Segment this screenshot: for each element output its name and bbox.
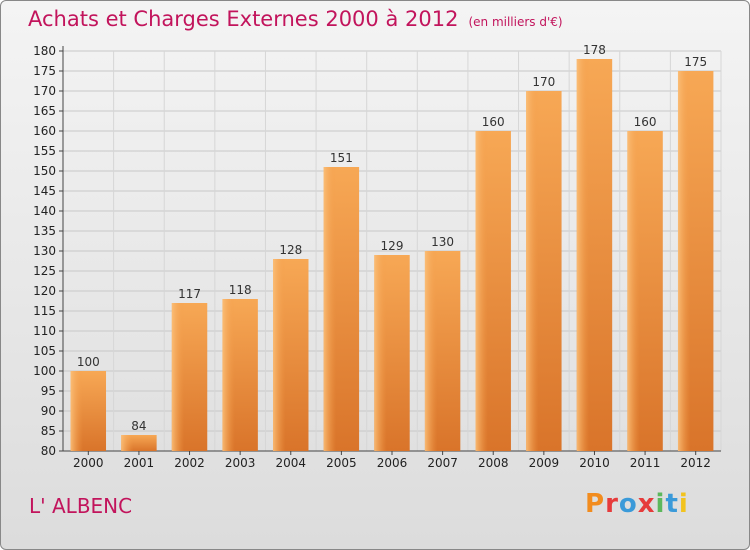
bar-highlight (475, 131, 488, 451)
y-tick-label: 140 (33, 204, 56, 218)
data-label-2002: 117 (178, 287, 201, 301)
data-label-2008: 160 (482, 115, 505, 129)
y-tick-label: 175 (33, 64, 56, 78)
data-label-2010: 178 (583, 43, 606, 57)
y-tick-label: 145 (33, 184, 56, 198)
y-tick-label: 160 (33, 124, 56, 138)
bar-highlight (171, 303, 185, 451)
bar-highlight (70, 371, 83, 451)
x-tick-label: 2002 (174, 456, 205, 470)
x-tick-label: 2008 (478, 456, 509, 470)
x-tick-label: 2001 (124, 456, 155, 470)
x-tick-label: 2011 (630, 456, 661, 470)
bars (70, 59, 714, 451)
logo-letter: o (618, 489, 638, 519)
x-tick-label: 2007 (427, 456, 458, 470)
bar-highlight (222, 299, 235, 451)
logo-letter: i (678, 489, 689, 519)
bar-highlight (273, 259, 286, 451)
y-tick-label: 95 (41, 384, 56, 398)
logo-letter: P (585, 489, 606, 519)
bar-highlight (374, 255, 387, 451)
data-label-2001: 84 (131, 419, 146, 433)
data-label-2009: 170 (532, 75, 555, 89)
proxiti-logo: Proxiti (585, 489, 689, 519)
bar-highlight (677, 71, 691, 451)
x-tick-label: 2006 (377, 456, 408, 470)
data-label-2006: 129 (381, 239, 404, 253)
x-tick-label: 2003 (225, 456, 256, 470)
x-tick-label: 2010 (579, 456, 610, 470)
chart-title: Achats et Charges Externes 2000 à 2012 (e… (28, 7, 563, 31)
data-label-2003: 118 (229, 283, 252, 297)
y-tick-label: 170 (33, 84, 56, 98)
data-label-2000: 100 (77, 355, 100, 369)
logo-letter: r (605, 489, 619, 519)
y-tick-label: 125 (33, 264, 56, 278)
y-tick-label: 180 (33, 44, 56, 58)
data-labels: 100 84 117 118 128 151 129 130 160 170 178 160 175 (77, 43, 707, 433)
y-tick-label: 135 (33, 224, 56, 238)
y-tick-label: 165 (33, 104, 56, 118)
data-label-2005: 151 (330, 151, 353, 165)
y-tick-label: 80 (41, 444, 56, 458)
bar-highlight (424, 251, 438, 451)
x-tick-label: 2009 (529, 456, 560, 470)
y-tick-label: 150 (33, 164, 56, 178)
x-tick-label: 2004 (275, 456, 306, 470)
chart-title-text: Achats et Charges Externes 2000 à 2012 (28, 7, 459, 31)
bar-highlight (627, 131, 640, 451)
y-tick-label: 155 (33, 144, 56, 158)
y-tick-label: 85 (41, 424, 56, 438)
y-tick-label: 120 (33, 284, 56, 298)
y-tick-label: 90 (41, 404, 56, 418)
bar-highlight (121, 435, 134, 451)
y-tick-label: 110 (33, 324, 56, 338)
bar-highlight (526, 91, 539, 451)
logo-letter: t (665, 489, 679, 519)
axes: 80 85 90 95 100 105 110 115 120 125 130 135 140 145 15… (33, 44, 721, 470)
data-label-2011: 160 (634, 115, 657, 129)
x-tick-label: 2012 (680, 456, 711, 470)
data-label-2004: 128 (279, 243, 302, 257)
data-label-2012: 175 (684, 55, 707, 69)
bar-highlight (576, 59, 590, 451)
town-name: L' ALBENC (29, 494, 133, 518)
chart-unit: (en milliers d'€) (468, 15, 563, 29)
y-tick-label: 105 (33, 344, 56, 358)
bar-highlight (323, 167, 337, 451)
logo-letter: i (655, 489, 666, 519)
data-label-2007: 130 (431, 235, 454, 249)
y-tick-label: 130 (33, 244, 56, 258)
x-tick-label: 2000 (73, 456, 104, 470)
y-tick-label: 100 (33, 364, 56, 378)
y-tick-label: 115 (33, 304, 56, 318)
x-tick-label: 2005 (326, 456, 357, 470)
logo-letter: x (637, 489, 656, 519)
